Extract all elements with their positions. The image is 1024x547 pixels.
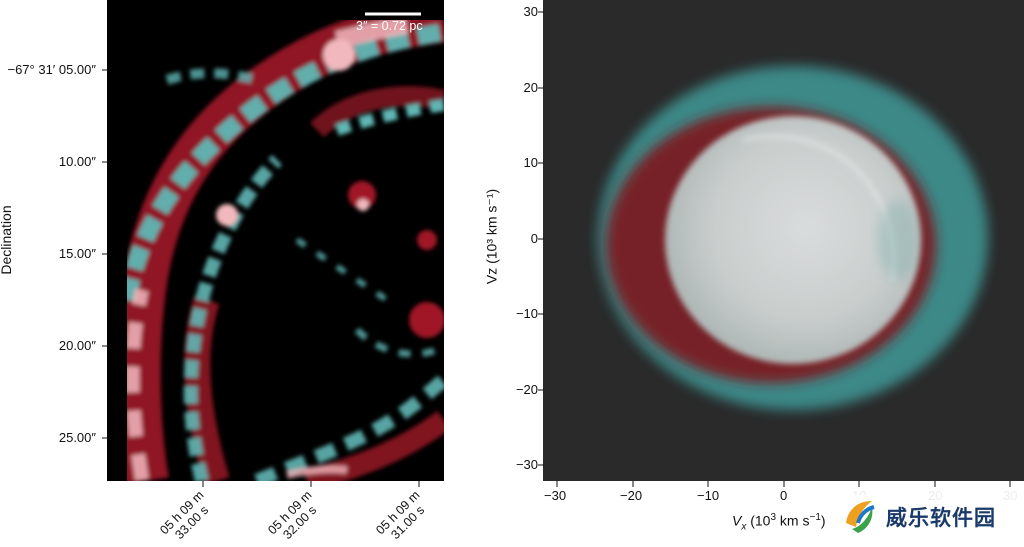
watermark: 威乐软件园 <box>832 490 1024 541</box>
dec-axis-title: Declination <box>0 205 14 275</box>
left-panel: 3″ = 0.72 pc −67° 31′ 05.00″ 10.00″ 15.0… <box>0 0 460 542</box>
dec-tick-label: 20.00″ <box>58 338 96 353</box>
dec-tick-labels: −67° 31′ 05.00″ 10.00″ 15.00″ 20.00″ 25.… <box>0 0 100 481</box>
scalebar-label: 3″ = 0.72 pc <box>356 19 423 33</box>
vz-tick-label: −20 <box>515 382 538 397</box>
vx-tick-label: −20 <box>620 488 643 503</box>
dec-tick-label: −67° 31′ 05.00″ <box>7 62 96 77</box>
vz-tick-label: −10 <box>515 306 538 321</box>
vx-tick-label: −10 <box>697 488 720 503</box>
vx-tick-marks <box>556 481 1011 487</box>
vz-tick-marks <box>538 11 544 466</box>
ra-tick-marks <box>202 481 420 487</box>
vx-axis-title: Vx (103 km s−1) <box>732 512 826 533</box>
ra-tick-label: 05 h 09 m 32.00 s <box>265 488 320 542</box>
vz-tick-label: 30 <box>523 4 538 19</box>
right-panel: 30 20 10 0 −10 −20 −30 Vz (10³ km s⁻¹) −… <box>460 0 1024 541</box>
dec-tick-label: 15.00″ <box>58 246 96 261</box>
watermark-text: 威乐软件园 <box>886 506 996 530</box>
ra-tick-label: 05 h 09 m 33.00 s <box>157 488 212 542</box>
vz-tick-label: 0 <box>530 231 538 246</box>
watermark-logo-icon <box>840 495 880 535</box>
radio-map-image <box>107 0 444 481</box>
velocity-map-image <box>543 0 1024 481</box>
vz-tick-label: 20 <box>523 80 538 95</box>
vx-tick-label: 0 <box>780 488 788 503</box>
vz-axis-title: Vz (10³ km s⁻¹) <box>483 188 500 285</box>
vz-tick-label: 10 <box>523 155 538 170</box>
dec-tick-marks <box>102 69 108 439</box>
vz-tick-label: −30 <box>515 457 538 472</box>
dec-tick-label: 25.00″ <box>58 430 96 445</box>
vz-tick-labels: 30 20 10 0 −10 −20 −30 <box>460 0 538 481</box>
dec-tick-label: 10.00″ <box>58 154 96 169</box>
ra-tick-label: 05 h 09 m 31.00 s <box>373 488 428 542</box>
vx-tick-label: −30 <box>544 488 567 503</box>
